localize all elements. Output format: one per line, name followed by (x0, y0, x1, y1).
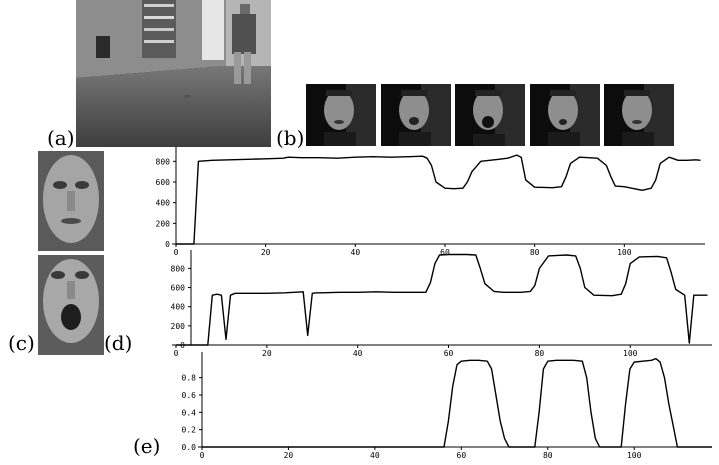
y-tick-label: 600 (156, 178, 171, 187)
face-template-neutral (38, 151, 104, 251)
x-tick-label: 100 (617, 248, 632, 257)
y-tick-label: 400 (156, 199, 171, 208)
y-tick-label: 400 (171, 303, 186, 312)
y-tick-label: 0.8 (182, 374, 197, 383)
room-photo (76, 0, 271, 147)
face-frame (455, 84, 525, 146)
y-tick-label: 0.0 (182, 443, 197, 452)
y-tick-label: 200 (171, 322, 186, 331)
panel-label-d: (d) (104, 331, 133, 355)
x-tick-label: 0 (200, 451, 205, 460)
x-tick-label: 60 (444, 349, 454, 358)
y-tick-label: 0 (165, 240, 170, 249)
x-tick-label: 40 (351, 248, 361, 257)
x-tick-label: 80 (530, 248, 540, 257)
face-frame (604, 84, 674, 146)
face-frame (381, 84, 451, 146)
face-frame (306, 84, 376, 146)
y-tick-label: 0.6 (182, 391, 197, 400)
x-tick-label: 60 (457, 451, 467, 460)
y-tick-label: 0.4 (182, 408, 197, 417)
panel-label-a: (a) (47, 126, 75, 150)
x-tick-label: 100 (627, 451, 642, 460)
panel-label-b: (b) (276, 126, 305, 150)
y-tick-label: 0.2 (182, 426, 197, 435)
x-tick-label: 100 (623, 349, 638, 358)
series-line (176, 253, 708, 346)
x-tick-label: 0 (174, 349, 179, 358)
panel-label-e: (e) (133, 434, 161, 458)
x-tick-label: 40 (353, 349, 363, 358)
room-photo-drawing (76, 0, 271, 147)
x-tick-label: 80 (535, 349, 545, 358)
x-tick-label: 20 (284, 451, 294, 460)
y-tick-label: 600 (171, 284, 186, 293)
x-tick-label: 20 (261, 248, 271, 257)
x-tick-label: 60 (440, 248, 450, 257)
face-template-open-mouth (38, 255, 104, 355)
panel-label-c: (c) (8, 331, 35, 355)
series-line (202, 357, 712, 448)
x-tick-label: 0 (174, 248, 179, 257)
face-frame (530, 84, 600, 146)
y-tick-label: 200 (156, 219, 171, 228)
x-tick-label: 80 (543, 451, 553, 460)
y-tick-label: 800 (156, 157, 171, 166)
series-line (176, 154, 701, 245)
y-tick-label: 800 (171, 264, 186, 273)
x-tick-label: 20 (262, 349, 272, 358)
x-tick-label: 40 (370, 451, 380, 460)
